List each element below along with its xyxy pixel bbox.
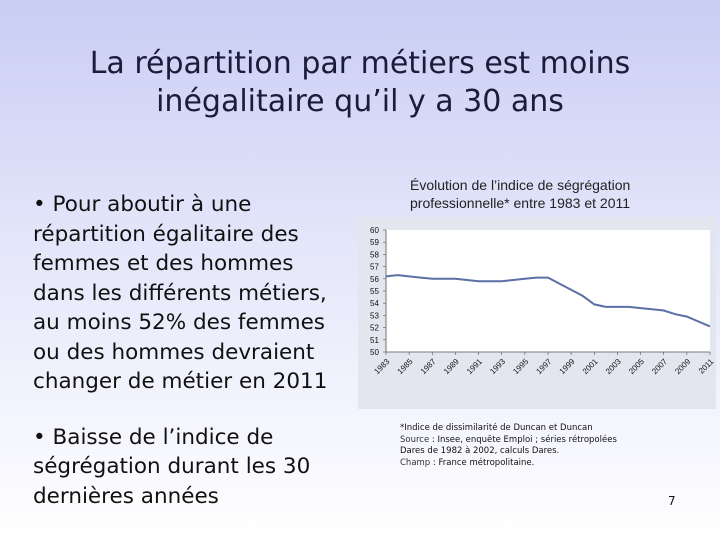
bullet-item-1: • Pour aboutir à une répartition égalita… <box>33 192 328 394</box>
plot-area <box>386 230 710 352</box>
x-tick-label: 1999 <box>558 357 577 376</box>
y-tick-label: 52 <box>370 324 379 333</box>
x-tick-label: 1995 <box>511 357 530 376</box>
footnote-champ: Champ : France métropolitaine. <box>400 458 700 470</box>
footnote-source: Source : Insee, enquête Emploi ; séries … <box>400 435 700 447</box>
footnote-source-cont: Dares de 1982 à 2002, calculs Dares. <box>400 446 560 456</box>
x-tick-label: 1991 <box>465 357 484 376</box>
x-tick-label: 1989 <box>442 357 461 376</box>
chart-footnote: *Indice de dissimilarité de Duncan et Du… <box>400 423 700 469</box>
x-tick-label: 1997 <box>534 357 553 376</box>
y-tick-label: 50 <box>370 348 379 357</box>
chart-panel: 50 51 52 53 54 55 56 57 58 59 60 1983 1985 1987 1989 19… <box>358 217 716 409</box>
y-tick-label: 56 <box>370 275 379 284</box>
source-text: : Insee, enquête Emploi ; séries rétropo… <box>429 434 617 445</box>
y-tick-label: 53 <box>370 311 379 320</box>
x-tick-label: 1985 <box>396 357 415 376</box>
footnote-definition: *Indice de dissimilarité de Duncan et Du… <box>400 423 593 433</box>
y-tick-label: 58 <box>370 250 379 259</box>
bullet-item-2: • Baisse de l’indice de ségrégation dura… <box>33 424 311 509</box>
slide-title: La répartition par métiers est moins iné… <box>60 45 660 121</box>
x-tick-label: 2003 <box>604 357 623 376</box>
x-tick-label: 2011 <box>697 357 716 376</box>
y-tick-label: 59 <box>370 238 379 247</box>
y-tick-label: 51 <box>370 336 379 345</box>
y-tick-label: 54 <box>370 299 379 308</box>
x-tick-label: 2007 <box>650 357 669 376</box>
page-number: 7 <box>668 494 676 508</box>
x-tick-label: 2001 <box>581 357 600 376</box>
slide-title-line-2: inégalitaire qu’il y a 30 ans <box>156 84 564 119</box>
champ-label: Champ <box>400 457 431 468</box>
y-tick-label: 55 <box>370 287 379 296</box>
x-tick-label: 2005 <box>627 357 646 376</box>
series-line-0 <box>385 274 711 328</box>
bullet-list: • Pour aboutir à une répartition égalita… <box>33 190 343 537</box>
x-tick-label: 1983 <box>372 357 391 376</box>
x-tick-label: 1987 <box>419 357 438 376</box>
chart-title: Évolution de l’indice de ségrégation pro… <box>410 177 631 211</box>
y-tick-label: 60 <box>370 226 379 235</box>
x-tick-label: 1993 <box>488 357 507 376</box>
slide-title-line-1: La répartition par métiers est moins <box>89 46 631 81</box>
source-label: Source <box>400 434 430 445</box>
x-tick-label: 2009 <box>673 357 692 376</box>
y-tick-label: 57 <box>370 263 379 272</box>
champ-text: : France métropolitaine. <box>430 457 535 468</box>
